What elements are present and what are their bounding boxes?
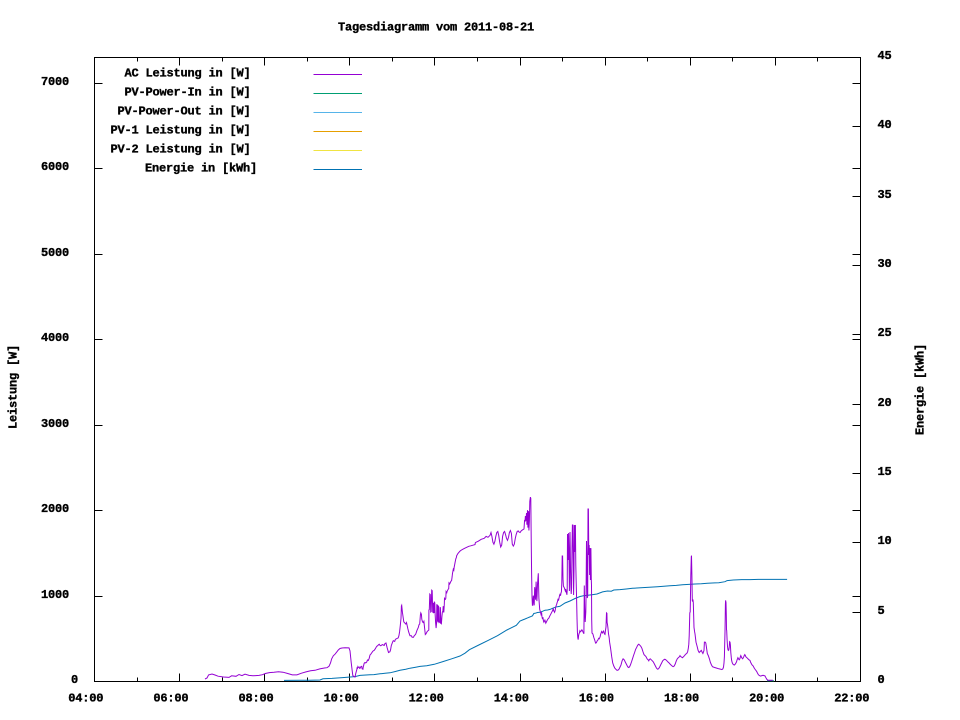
svg-text:5: 5	[878, 604, 885, 618]
svg-text:Energie in [kWh]: Energie in [kWh]	[145, 161, 257, 175]
svg-text:30: 30	[878, 257, 892, 271]
svg-text:35: 35	[878, 188, 892, 202]
svg-text:06:00: 06:00	[153, 692, 188, 706]
svg-text:40: 40	[878, 118, 892, 132]
svg-text:PV-Power-Out in [W]: PV-Power-Out in [W]	[117, 104, 250, 118]
svg-text:PV-1 Leistung in [W]: PV-1 Leistung in [W]	[110, 123, 250, 137]
svg-text:08:00: 08:00	[238, 692, 273, 706]
svg-text:AC Leistung in [W]: AC Leistung in [W]	[124, 66, 250, 80]
svg-text:PV-2 Leistung in [W]: PV-2 Leistung in [W]	[110, 142, 250, 156]
svg-text:16:00: 16:00	[579, 692, 614, 706]
svg-text:14:00: 14:00	[494, 692, 529, 706]
svg-text:6000: 6000	[41, 160, 69, 174]
svg-text:22:00: 22:00	[834, 692, 869, 706]
svg-text:7000: 7000	[41, 75, 69, 89]
svg-text:Leistung [W]: Leistung [W]	[7, 345, 21, 429]
svg-text:25: 25	[878, 326, 892, 340]
svg-text:4000: 4000	[41, 331, 69, 345]
svg-text:0: 0	[878, 673, 885, 687]
svg-text:18:00: 18:00	[664, 692, 699, 706]
svg-text:15: 15	[878, 465, 892, 479]
svg-text:3000: 3000	[41, 417, 69, 431]
svg-text:PV-Power-In in [W]: PV-Power-In in [W]	[124, 85, 250, 99]
svg-text:04:00: 04:00	[68, 692, 103, 706]
svg-text:10:00: 10:00	[324, 692, 359, 706]
svg-text:20: 20	[878, 396, 892, 410]
svg-text:1000: 1000	[41, 588, 69, 602]
svg-text:Tagesdiagramm vom 2011-08-21: Tagesdiagramm vom 2011-08-21	[338, 21, 534, 35]
svg-text:45: 45	[878, 49, 892, 63]
svg-text:5000: 5000	[41, 246, 69, 260]
svg-text:20:00: 20:00	[749, 692, 784, 706]
svg-text:10: 10	[878, 534, 892, 548]
svg-text:0: 0	[71, 673, 78, 687]
svg-text:Energie [kWh]: Energie [kWh]	[914, 344, 928, 435]
svg-text:12:00: 12:00	[409, 692, 444, 706]
svg-text:2000: 2000	[41, 502, 69, 516]
